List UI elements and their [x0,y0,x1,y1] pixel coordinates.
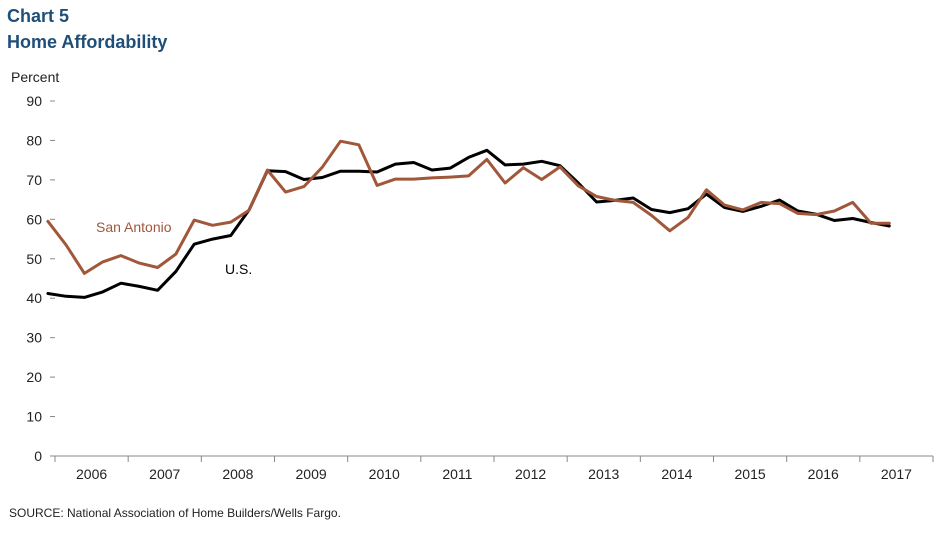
series-label-us: U.S. [225,261,252,277]
x-tick-label: 2012 [515,466,546,482]
x-tick-label: 2009 [296,466,327,482]
x-tick-label: 2008 [222,466,253,482]
x-tick-label: 2006 [76,466,107,482]
y-axis: 0 10 20 30 40 50 60 70 80 90 [26,93,55,464]
chart-title: Home Affordability [7,32,168,52]
y-tick-label: 90 [26,93,42,109]
x-tick-label: 2011 [442,466,472,482]
x-tick-label: 2010 [369,466,400,482]
x-tick-label: 2014 [661,466,692,482]
series-label-san-antonio: San Antonio [96,219,172,235]
y-tick-label: 0 [34,448,42,464]
y-tick-label: 60 [26,211,42,227]
y-axis-label: Percent [11,69,59,85]
x-tick-label: 2016 [808,466,839,482]
y-tick-label: 80 [26,132,42,148]
series-line-u-s [46,148,891,299]
source-note: SOURCE: National Association of Home Bui… [9,506,341,520]
y-tick-label: 50 [26,251,42,267]
y-tick-label: 10 [26,409,42,425]
x-axis: 2006 2007 2008 2009 2010 2011 2012 2013 2014 2015… [54,455,934,482]
x-tick-label: 2017 [881,466,912,482]
y-tick-label: 20 [26,369,42,385]
y-tick-label: 70 [26,172,42,188]
x-tick-label: 2007 [149,466,180,482]
series-line-san-antonio [46,139,891,275]
series-lines [46,139,891,299]
y-tick-label: 40 [26,290,42,306]
x-tick-label: 2013 [588,466,619,482]
y-tick-label: 30 [26,330,42,346]
chart-number: Chart 5 [7,6,70,26]
x-tick-label: 2015 [735,466,766,482]
